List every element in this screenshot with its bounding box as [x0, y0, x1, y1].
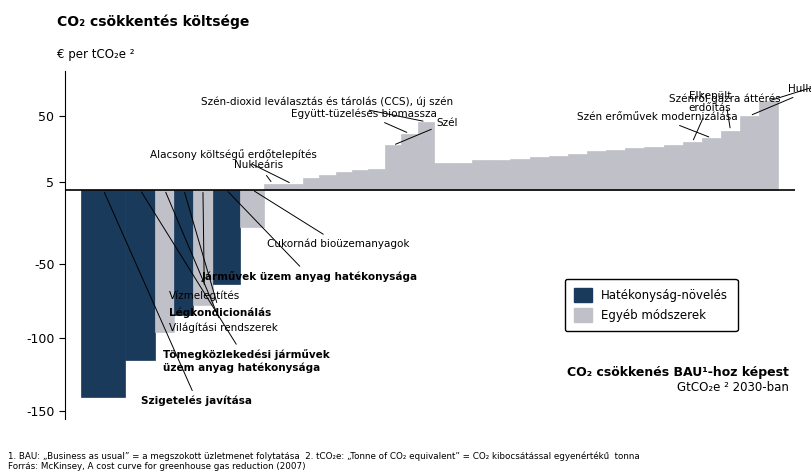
Bar: [125, 190, 155, 360]
Bar: [606, 150, 625, 190]
Bar: [319, 175, 336, 190]
Text: CO₂ csökkenés BAU¹-hoz képest: CO₂ csökkenés BAU¹-hoz képest: [568, 366, 789, 379]
Bar: [740, 116, 759, 190]
Bar: [549, 156, 568, 190]
Bar: [264, 184, 281, 190]
Text: Szigetelés javítása: Szigetelés javítása: [105, 192, 252, 407]
Bar: [303, 178, 319, 190]
Bar: [453, 163, 472, 190]
Text: 1. BAU: „Business as usual” = a megszokott üzletmenet folytatása  2. tCO₂e: „Ton: 1. BAU: „Business as usual” = a megszoko…: [8, 451, 640, 471]
Text: Biodízel: Biodízel: [771, 73, 811, 100]
Bar: [193, 190, 212, 305]
Text: € per tCO₂e ²: € per tCO₂e ²: [57, 48, 135, 60]
Text: Hullandék: Hullandék: [753, 84, 811, 115]
Text: Nukleáris: Nukleáris: [234, 160, 284, 181]
Text: Cukornád bioüzemanyagok: Cukornád bioüzemanyagok: [255, 191, 410, 249]
Bar: [174, 190, 193, 316]
Text: Vízmelegtítés: Vízmelegtítés: [169, 192, 240, 301]
Bar: [683, 142, 702, 190]
Text: Alacsony költségű erdőtelepítés: Alacsony költségű erdőtelepítés: [149, 149, 316, 182]
Bar: [510, 159, 530, 190]
Bar: [352, 170, 368, 190]
Bar: [472, 160, 491, 190]
Legend: Hatékonyság-növelés, Egyéb módszerek: Hatékonyság-növelés, Egyéb módszerek: [564, 279, 738, 331]
Bar: [530, 157, 549, 190]
Text: Szén erőművek modernizálása: Szén erőművek modernizálása: [577, 112, 737, 137]
Text: Együtt-tüzeléses biomassza: Együtt-tüzeléses biomassza: [291, 108, 436, 132]
Text: Tömegközlekedési járművek
üzem anyag hatékonysága: Tömegközlekedési járművek üzem anyag hat…: [142, 192, 330, 373]
Bar: [240, 190, 264, 227]
Bar: [587, 151, 606, 190]
Bar: [491, 160, 510, 190]
Bar: [434, 163, 453, 190]
Bar: [336, 172, 352, 190]
Bar: [212, 190, 240, 284]
Text: Világítási rendszerek: Világítási rendszerek: [165, 192, 277, 333]
Bar: [759, 101, 779, 190]
Text: Szén-dioxid leválasztás és tárolás (CCS), új szén: Szén-dioxid leválasztás és tárolás (CCS)…: [201, 96, 453, 121]
Text: Légkondicionálás: Légkondicionálás: [169, 192, 271, 318]
Text: Szél: Szél: [396, 118, 458, 144]
Bar: [281, 184, 303, 190]
Bar: [663, 145, 683, 190]
Bar: [155, 190, 174, 332]
Bar: [645, 147, 663, 190]
Bar: [702, 138, 721, 190]
Text: Elkерült
erdőítás: Elkерült erdőítás: [689, 91, 732, 140]
Text: Szénről gázra áttérés: Szénről gázra áttérés: [670, 93, 781, 128]
Bar: [368, 169, 384, 190]
Text: GtCO₂e ² 2030-ban: GtCO₂e ² 2030-ban: [677, 381, 789, 394]
Bar: [384, 145, 401, 190]
Text: Járművek üzem anyag hatékonysága: Járművek üzem anyag hatékonysága: [202, 192, 418, 282]
Bar: [81, 190, 125, 397]
Bar: [625, 149, 645, 190]
Bar: [721, 130, 740, 190]
Bar: [418, 122, 434, 190]
Text: CO₂ csökkentés költsége: CO₂ csökkentés költsége: [57, 14, 249, 29]
Bar: [568, 154, 587, 190]
Bar: [401, 133, 418, 190]
